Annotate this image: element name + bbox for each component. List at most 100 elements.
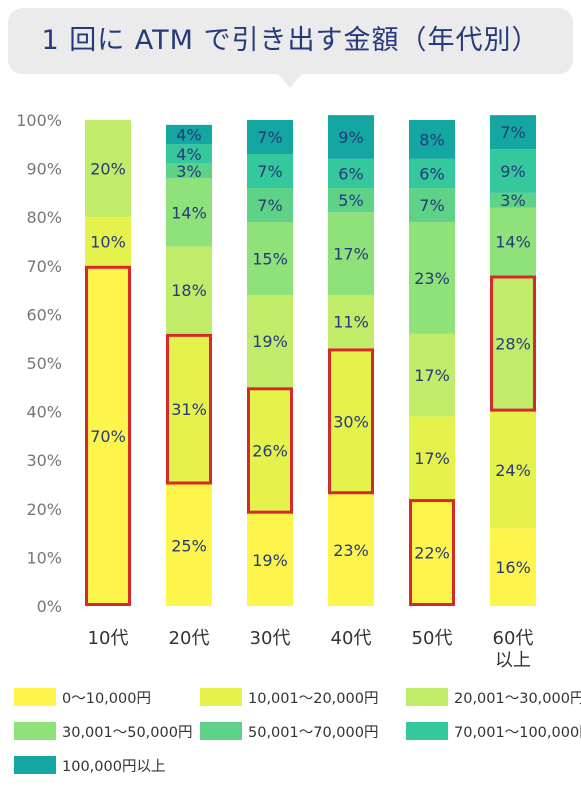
data-label: 24% xyxy=(495,461,531,480)
data-label: 8% xyxy=(419,130,444,149)
data-label: 7% xyxy=(257,196,282,215)
data-label: 20% xyxy=(90,160,126,179)
legend-item: 70,001〜100,000円 xyxy=(406,720,581,742)
bar-segment xyxy=(328,158,374,189)
y-tick-label: 40% xyxy=(26,403,62,422)
bar-segment xyxy=(85,265,131,606)
data-label: 26% xyxy=(252,441,288,460)
data-label: 10% xyxy=(90,233,126,252)
legend-swatch xyxy=(200,722,242,740)
data-label: 17% xyxy=(414,449,450,468)
y-tick-label: 100% xyxy=(16,111,62,130)
bar-segment xyxy=(166,484,212,606)
bar-segment xyxy=(490,149,536,193)
y-tick-label: 30% xyxy=(26,451,62,470)
data-label: 14% xyxy=(495,233,531,252)
data-label: 15% xyxy=(252,250,288,269)
data-label: 9% xyxy=(500,162,525,181)
bar-segment xyxy=(166,333,212,485)
x-tick-label: 60代以上 xyxy=(493,628,534,670)
legend-swatch xyxy=(14,756,56,774)
data-label: 16% xyxy=(495,558,531,577)
data-label: 30% xyxy=(333,412,369,431)
bar-segment xyxy=(328,115,374,159)
highlight-box xyxy=(166,333,212,485)
y-tick-label: 0% xyxy=(37,597,62,616)
data-label: 4% xyxy=(176,145,201,164)
stacked-bar-chart: 0% 10% 20% 30% 40% 50% 60% 70% 80% 90% 100% 70% 10% 2… xyxy=(16,111,536,670)
bar-segment xyxy=(166,124,212,145)
bar-segment xyxy=(247,387,293,514)
legend-item: 100,000円以上 xyxy=(14,754,165,776)
bar-segment xyxy=(409,416,455,500)
bar-segment xyxy=(328,212,374,295)
data-label: 19% xyxy=(252,332,288,351)
legend-label: 30,001〜50,000円 xyxy=(62,724,193,741)
y-tick-label: 90% xyxy=(26,160,62,179)
x-tick-label: 10代 xyxy=(88,628,129,649)
bar-segment xyxy=(409,499,455,606)
legend-label: 50,001〜70,000円 xyxy=(248,724,379,741)
data-label: 4% xyxy=(176,126,201,145)
data-label: 7% xyxy=(257,128,282,147)
bar-segment xyxy=(328,494,374,606)
title-pointer xyxy=(278,74,302,88)
bar-segment xyxy=(247,188,293,223)
highlight-box xyxy=(85,265,131,607)
legend-item: 10,001〜20,000円 xyxy=(200,686,378,708)
legend-item: 20,001〜30,000円 xyxy=(406,686,581,708)
bar-segment xyxy=(166,246,212,334)
chart-title: 1 回に ATM で引き出す金額（年代別） xyxy=(41,25,540,56)
bar-segment xyxy=(490,275,536,412)
data-label: 14% xyxy=(171,203,207,222)
y-tick-label: 20% xyxy=(26,500,62,519)
legend-swatch xyxy=(14,688,56,706)
legend-label: 100,000円以上 xyxy=(62,758,166,775)
x-tick-label: 20代 xyxy=(169,628,210,649)
bar-segment xyxy=(409,188,455,223)
bar-segment xyxy=(490,192,536,208)
x-tick-label: 40代 xyxy=(331,628,372,649)
legend-swatch xyxy=(200,688,242,706)
data-label: 22% xyxy=(414,544,450,563)
bar-segment xyxy=(247,222,293,295)
bar-segment xyxy=(328,188,374,213)
data-label: 23% xyxy=(414,269,450,288)
data-label: 11% xyxy=(333,313,369,332)
legend-label: 70,001〜100,000円 xyxy=(454,724,581,741)
bar-segment xyxy=(247,513,293,606)
legend-label: 10,001〜20,000円 xyxy=(248,690,379,707)
y-tick-label: 60% xyxy=(26,305,62,324)
y-tick-label: 80% xyxy=(26,208,62,227)
legend-swatch xyxy=(406,688,448,706)
data-label: 17% xyxy=(333,245,369,264)
legend-label: 20,001〜30,000円 xyxy=(454,690,581,707)
bar-segment xyxy=(328,348,374,495)
bar-segment xyxy=(166,163,212,179)
legend-swatch xyxy=(14,722,56,740)
data-label: 31% xyxy=(171,400,207,419)
data-label: 3% xyxy=(176,162,201,181)
x-tick-label: 50代 xyxy=(412,628,453,649)
bar-segment xyxy=(409,158,455,189)
x-tick-label: 30代 xyxy=(250,628,291,649)
bar-segment xyxy=(247,294,293,388)
bar-segment xyxy=(328,294,374,349)
data-label: 23% xyxy=(333,541,369,560)
data-label: 6% xyxy=(419,164,444,183)
bar-segment xyxy=(247,154,293,189)
highlight-box xyxy=(247,387,293,514)
data-label: 70% xyxy=(90,427,126,446)
data-label: 18% xyxy=(171,281,207,300)
data-label: 6% xyxy=(338,164,363,183)
highlight-box xyxy=(490,275,536,412)
title-bubble xyxy=(8,8,573,74)
y-tick-label: 70% xyxy=(26,257,62,276)
legend-item: 0〜10,000円 xyxy=(14,686,151,708)
bar-segment xyxy=(85,217,131,266)
y-tick-label: 50% xyxy=(26,354,62,373)
data-label: 17% xyxy=(414,366,450,385)
bar-segment xyxy=(490,528,536,606)
data-label: 19% xyxy=(252,551,288,570)
data-label: 7% xyxy=(419,196,444,215)
